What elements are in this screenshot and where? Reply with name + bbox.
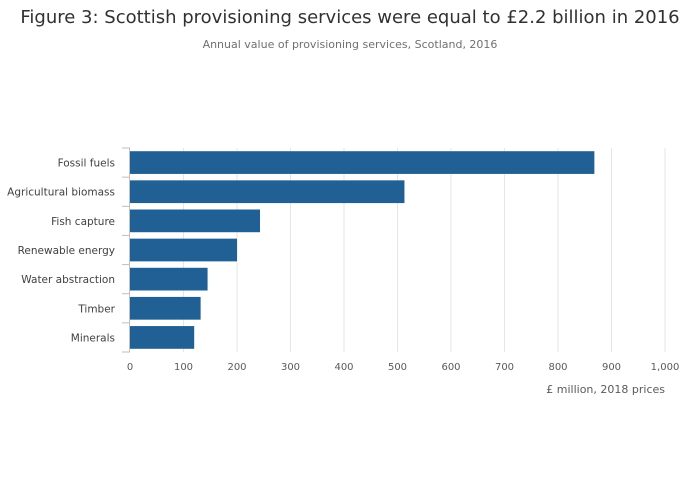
bar[interactable]: [130, 267, 208, 291]
y-category-label: Renewable energy: [18, 245, 115, 257]
x-tick-label: 700: [495, 362, 514, 373]
x-tick-label: 500: [388, 362, 407, 373]
y-category-label: Fossil fuels: [58, 158, 115, 170]
x-tick-label: 800: [548, 362, 567, 373]
bar[interactable]: [130, 209, 261, 233]
bar[interactable]: [130, 326, 195, 349]
grid-lines: [183, 148, 666, 352]
y-category-label: Water abstraction: [21, 274, 115, 286]
x-tick-label: 1,000: [651, 362, 680, 373]
bar[interactable]: [130, 151, 595, 174]
x-tick-label: 300: [281, 362, 300, 373]
y-category-label: Fish capture: [51, 216, 115, 228]
axes: 0 100 200 300 400 500 600 700 800 900 1,000 Fossil …: [7, 147, 680, 373]
y-category-label: Agricultural biomass: [7, 187, 115, 199]
chart-title: Figure 3: Scottish provisioning services…: [20, 7, 680, 28]
x-tick-label: 600: [441, 362, 460, 373]
bar[interactable]: [130, 180, 405, 204]
y-category-label: Minerals: [71, 332, 115, 344]
x-axis-title: £ million, 2018 prices: [546, 383, 665, 396]
x-tick-label: 900: [602, 362, 621, 373]
x-tick-label: 400: [334, 362, 353, 373]
y-category-label: Timber: [77, 303, 115, 315]
bar[interactable]: [130, 296, 201, 320]
bar[interactable]: [130, 238, 237, 262]
chart-subtitle: Annual value of provisioning services, S…: [202, 38, 498, 51]
x-tick-label: 0: [127, 362, 133, 373]
x-tick-label: 100: [174, 362, 193, 373]
x-tick-label: 200: [227, 362, 246, 373]
bars: [130, 151, 595, 349]
